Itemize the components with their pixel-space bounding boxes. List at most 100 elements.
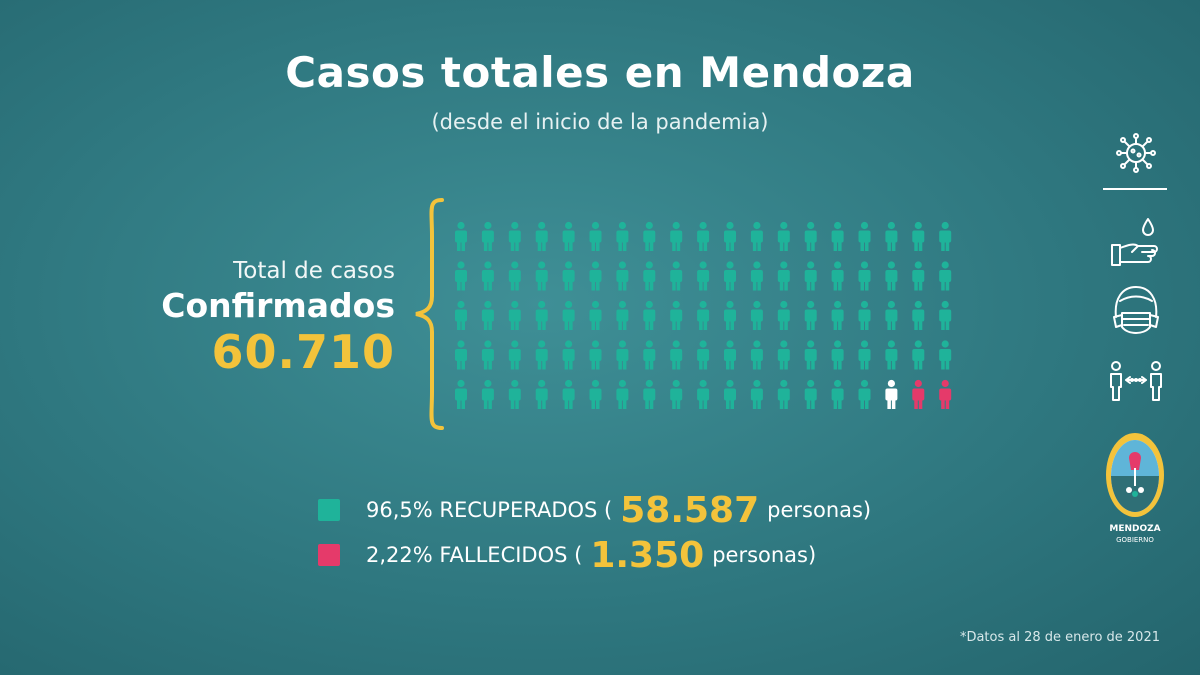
- person-figure: [750, 261, 763, 291]
- confirmed-label-top: Total de casos: [233, 258, 395, 284]
- social-distance-icon: [1110, 361, 1162, 401]
- person-figure: [508, 300, 521, 330]
- person-figure: [562, 261, 575, 291]
- person-figure: [885, 261, 898, 291]
- legend-deceased: 2,22% FALLECIDOS ( 1.350 personas): [318, 534, 817, 576]
- page-title: Casos totales en Mendoza: [285, 48, 915, 97]
- person-figure: [777, 379, 790, 409]
- person-figure: [912, 379, 925, 409]
- person-figure: [562, 221, 575, 251]
- person-figure: [724, 379, 736, 409]
- person-figure: [939, 261, 952, 291]
- person-figure: [697, 261, 710, 291]
- person-figure: [481, 221, 494, 251]
- person-figure: [481, 261, 494, 291]
- person-figure: [804, 261, 817, 291]
- person-figure: [804, 379, 817, 409]
- confirmed-block: Total de casos Confirmados 60.710: [120, 258, 395, 379]
- face-mask-icon: [1113, 286, 1159, 334]
- person-figure: [804, 340, 817, 370]
- person-figure: [724, 300, 736, 330]
- person-figure: [589, 340, 602, 370]
- person-figure: [508, 221, 521, 251]
- person-figure: [455, 340, 467, 370]
- legend-recovered-pre: 96,5% RECUPERADOS (: [366, 498, 613, 522]
- person-figure: [535, 261, 548, 291]
- person-figure: [697, 221, 710, 251]
- person-figure: [697, 379, 710, 409]
- person-figure: [777, 300, 790, 330]
- person-figure: [885, 379, 898, 409]
- person-figure: [724, 340, 736, 370]
- person-figure: [616, 221, 629, 251]
- deceased-swatch: [318, 544, 340, 566]
- virus-icon: [1116, 133, 1156, 173]
- footnote: *Datos al 28 de enero de 2021: [959, 630, 1160, 645]
- person-figure: [670, 300, 683, 330]
- person-figure: [939, 300, 952, 330]
- person-figure: [804, 221, 817, 251]
- handwash-icon: [1111, 218, 1158, 266]
- person-figure: [858, 300, 871, 330]
- person-figure: [939, 340, 952, 370]
- person-figure: [831, 261, 844, 291]
- person-figure: [750, 340, 763, 370]
- person-figure: [562, 379, 575, 409]
- person-figure: [885, 300, 898, 330]
- person-figure: [535, 300, 548, 330]
- person-figure: [831, 300, 844, 330]
- sidebar-divider: [1103, 188, 1167, 190]
- person-figure: [589, 261, 602, 291]
- person-figure: [831, 221, 844, 251]
- person-figure: [616, 379, 629, 409]
- person-figure: [481, 300, 494, 330]
- person-figure: [670, 340, 683, 370]
- person-figure: [750, 221, 763, 251]
- person-figure: [455, 261, 467, 291]
- person-figure: [589, 300, 602, 330]
- person-figure: [643, 300, 656, 330]
- person-figure: [455, 300, 467, 330]
- legend-recovered: 96,5% RECUPERADOS ( 58.587 personas): [318, 489, 871, 531]
- person-figure: [535, 379, 548, 409]
- person-figure: [670, 221, 683, 251]
- legend-deceased-pre: 2,22% FALLECIDOS (: [366, 543, 583, 567]
- person-figure: [777, 221, 790, 251]
- person-figure: [724, 221, 736, 251]
- person-figure: [643, 379, 656, 409]
- confirmed-label-main: Confirmados: [161, 286, 395, 325]
- person-figure: [858, 221, 871, 251]
- person-figure: [670, 379, 683, 409]
- person-figure: [858, 261, 871, 291]
- person-figure: [804, 300, 817, 330]
- person-figure: [562, 300, 575, 330]
- logo-text-gobierno: GOBIERNO: [1116, 536, 1154, 544]
- legend-deceased-post: personas): [712, 543, 817, 567]
- legend-recovered-number: 58.587: [620, 489, 760, 531]
- person-figure: [939, 221, 952, 251]
- recovered-swatch: [318, 499, 340, 521]
- person-figure: [750, 379, 763, 409]
- page-subtitle: (desde el inicio de la pandemia): [431, 110, 769, 134]
- person-figure: [481, 379, 494, 409]
- person-figure: [939, 379, 952, 409]
- person-figure: [562, 340, 575, 370]
- person-figure: [670, 261, 683, 291]
- person-figure: [589, 379, 602, 409]
- person-figure: [616, 300, 629, 330]
- mendoza-coat-of-arms-logo: [1106, 433, 1164, 517]
- person-figure: [697, 300, 710, 330]
- person-figure: [885, 221, 898, 251]
- person-figure: [455, 221, 467, 251]
- person-figure: [912, 261, 925, 291]
- person-figure: [535, 221, 548, 251]
- person-figure: [643, 221, 656, 251]
- person-figure: [912, 340, 925, 370]
- legend-deceased-number: 1.350: [590, 534, 705, 576]
- logo-text-mendoza: MENDOZA: [1109, 524, 1161, 534]
- person-figure: [750, 300, 763, 330]
- person-figure: [724, 261, 736, 291]
- person-figure: [912, 300, 925, 330]
- person-figure: [777, 340, 790, 370]
